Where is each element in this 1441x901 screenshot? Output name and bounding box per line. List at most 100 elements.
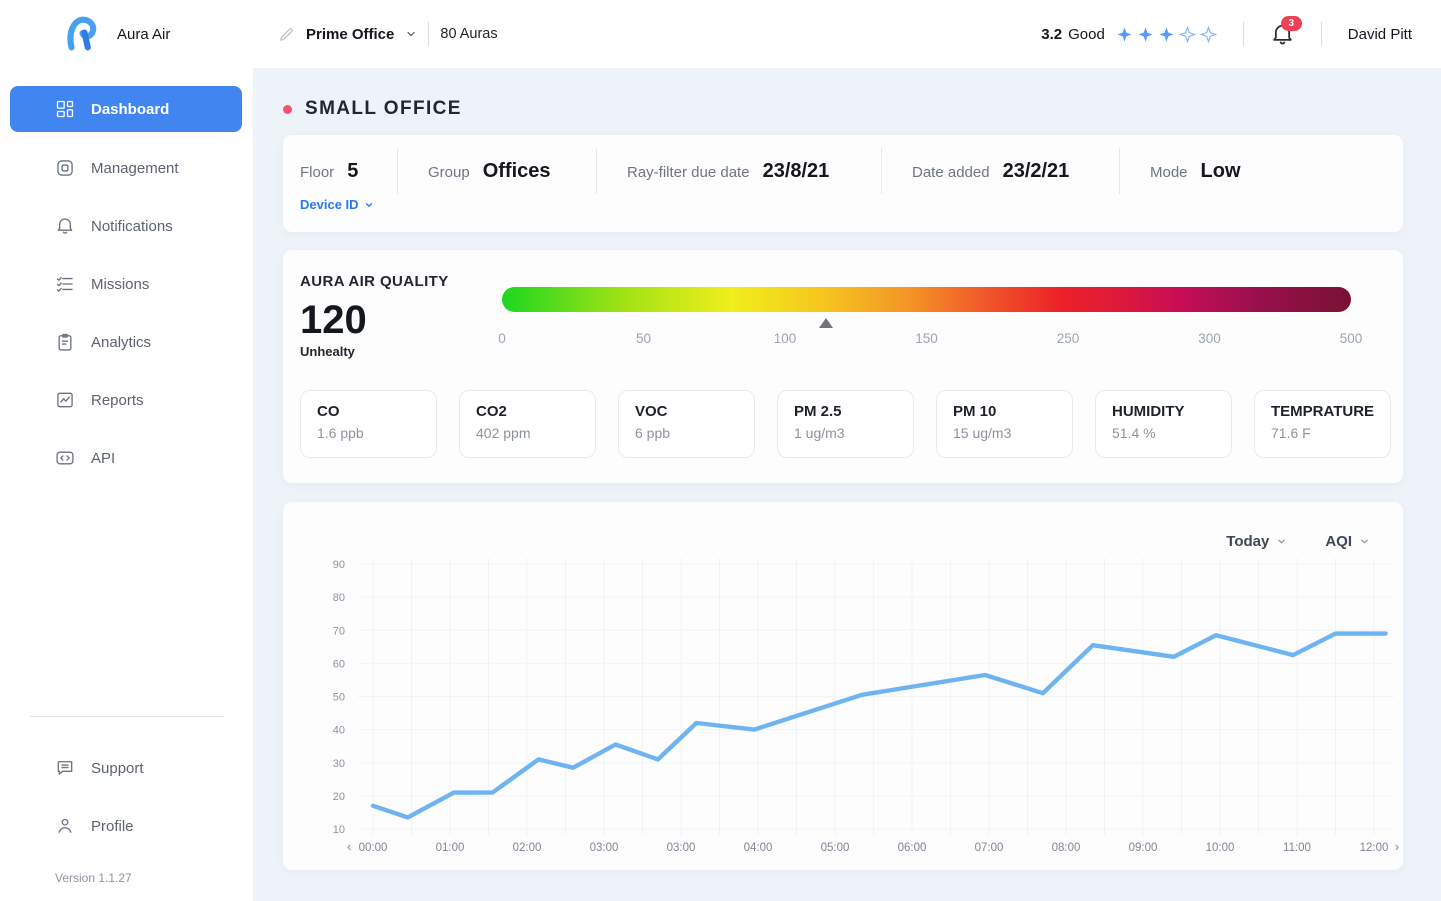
field-label: Floor xyxy=(300,163,335,181)
metric-dropdown-label: AQI xyxy=(1325,533,1352,550)
analytics-icon xyxy=(55,332,75,352)
scale-tick-label: 150 xyxy=(915,331,938,346)
sidebar-item-label: API xyxy=(91,449,116,467)
aqi-status: Unhealty xyxy=(300,344,355,359)
page-title-row: SMALL OFFICE xyxy=(283,96,1403,122)
scale-tick-label: 50 xyxy=(635,331,651,346)
sidebar-item-label: Analytics xyxy=(91,333,152,351)
score-label: Good xyxy=(1068,25,1105,43)
scale-tick-label: 0 xyxy=(498,331,506,346)
star-filled-icon xyxy=(1117,26,1132,42)
aqi-marker-triangle xyxy=(819,318,834,328)
aqi-section-title: AURA AIR QUALITY xyxy=(300,273,449,290)
metric-card-temprature: TEMPRATURE 71.6 F xyxy=(1254,390,1391,458)
chevron-down-icon xyxy=(365,202,372,207)
page-title: SMALL OFFICE xyxy=(305,98,462,119)
metric-card-voc: VOC 6 ppb xyxy=(618,390,755,458)
y-axis-tick-label: 90 xyxy=(333,559,345,571)
field-label: Ray-filter due date xyxy=(627,163,750,181)
chevron-down-icon[interactable] xyxy=(405,28,417,40)
sidebar-item-notifications[interactable]: Notifications xyxy=(10,197,242,255)
scale-tick-label: 300 xyxy=(1198,331,1221,346)
metric-card-pm-2-5: PM 2.5 1 ug/m3 xyxy=(777,390,914,458)
profile-icon xyxy=(55,816,75,836)
field-label: Mode xyxy=(1150,163,1188,181)
metric-name: CO xyxy=(317,403,340,420)
sidebar-nav: Dashboard Management Notifications Missions… xyxy=(10,86,242,487)
field-value: Low xyxy=(1200,159,1241,182)
site-selector-group: Prime Office 80 Auras xyxy=(278,0,498,68)
info-field-mode: Mode Low xyxy=(1120,160,1395,183)
notifications-bell-icon[interactable]: 3 xyxy=(1270,15,1302,47)
device-info-fields: Floor 5 Group Offices Ray-filter due date 23/… xyxy=(300,143,1395,199)
scale-tick-label: 250 xyxy=(1056,331,1080,346)
x-axis-tick-label: 02:00 xyxy=(513,842,542,854)
sidebar-footer: Support Profile Version 1.1.27 xyxy=(10,716,242,901)
field-label: Date added xyxy=(912,163,990,181)
metric-name: VOC xyxy=(635,403,668,420)
metric-value: 15 ug/m3 xyxy=(953,425,1012,441)
version-label: Version 1.1.27 xyxy=(55,871,132,885)
metric-value: 402 ppm xyxy=(476,425,531,441)
aqi-line-chart: 90 80 70 60 50 40 30 20 10 00:00 01:00 02:00 03:00 03… xyxy=(333,558,1399,854)
dashboard-icon xyxy=(55,99,75,119)
x-axis-tick-label: 05:00 xyxy=(821,842,850,854)
metric-card-humidity: HUMIDITY 51.4 % xyxy=(1095,390,1232,458)
sidebar-item-missions[interactable]: Missions xyxy=(10,255,242,313)
metric-name: HUMIDITY xyxy=(1112,403,1185,420)
notification-badge: 3 xyxy=(1280,15,1302,31)
x-axis-tick-label: 08:00 xyxy=(1052,842,1081,854)
x-axis-tick-label: 00:00 xyxy=(359,842,388,854)
x-axis-tick-label: 10:00 xyxy=(1206,842,1235,854)
field-divider xyxy=(1119,148,1120,194)
y-axis-tick-label: 30 xyxy=(333,758,345,770)
x-axis-tick-label: 09:00 xyxy=(1129,842,1158,854)
field-value: 23/8/21 xyxy=(762,159,830,182)
sidebar-item-dashboard[interactable]: Dashboard xyxy=(10,86,242,132)
header-divider xyxy=(1320,22,1322,46)
aqi-scale: 0 50 100 150 250 300 500 xyxy=(498,287,1362,357)
chart-controls: Today AQI xyxy=(1226,533,1370,550)
device-count: 80 Auras xyxy=(440,26,498,42)
star-filled-icon xyxy=(1138,26,1153,42)
chevron-down-icon xyxy=(1361,539,1368,544)
score-value: 3.2 xyxy=(1041,25,1063,43)
air-quality-card: AURA AIR QUALITY 120 Unhealty 0 50 100 150 2… xyxy=(283,250,1403,483)
chevron-down-icon xyxy=(1278,539,1286,544)
chart-next-arrow[interactable]: › xyxy=(1395,839,1399,854)
device-id-dropdown[interactable]: Device ID xyxy=(300,197,374,212)
chart-prev-arrow[interactable]: ‹ xyxy=(347,839,351,854)
aqi-summary: AURA AIR QUALITY 120 Unhealty xyxy=(300,273,449,359)
field-value: Offices xyxy=(482,159,551,182)
pencil-icon[interactable] xyxy=(278,26,295,43)
sidebar-item-label: Missions xyxy=(91,275,150,293)
star-outline-icon xyxy=(1178,25,1196,43)
brand: Aura Air xyxy=(62,10,170,58)
sidebar-item-support[interactable]: Support xyxy=(10,739,242,797)
sidebar-item-management[interactable]: Management xyxy=(10,139,242,197)
sidebar-item-reports[interactable]: Reports xyxy=(10,371,242,429)
x-axis-tick-label: 11:00 xyxy=(1283,842,1311,854)
sidebar-item-analytics[interactable]: Analytics xyxy=(10,313,242,371)
x-axis-tick-label: 12:00 xyxy=(1360,842,1389,854)
x-axis-tick-label: 03:00 xyxy=(590,842,619,854)
field-value: 23/2/21 xyxy=(1002,159,1070,182)
y-axis-tick-label: 10 xyxy=(333,824,345,836)
metric-dropdown[interactable]: AQI xyxy=(1325,533,1370,550)
missions-icon xyxy=(55,274,75,294)
header-divider xyxy=(1242,22,1244,46)
sidebar-item-profile[interactable]: Profile xyxy=(10,797,242,855)
site-name[interactable]: Prime Office xyxy=(306,25,395,43)
sidebar-item-api[interactable]: API xyxy=(10,429,242,487)
api-icon xyxy=(55,448,75,468)
user-name[interactable]: David Pitt xyxy=(1347,25,1412,43)
range-dropdown[interactable]: Today xyxy=(1226,533,1287,550)
header-divider xyxy=(428,22,430,46)
y-axis-tick-label: 40 xyxy=(333,725,345,737)
info-field-date-added: Date added 23/2/21 xyxy=(882,160,1119,183)
field-value: 5 xyxy=(347,159,359,182)
aqi-scale-labels: 0 50 100 150 250 300 500 xyxy=(498,331,1362,347)
sidebar-divider xyxy=(30,716,224,717)
metric-value: 6 ppb xyxy=(635,425,671,441)
x-axis-tick-label: 03:00 xyxy=(667,842,696,854)
